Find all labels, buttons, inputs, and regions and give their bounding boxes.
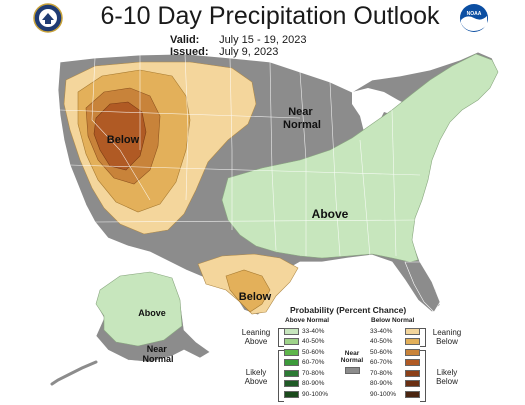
noaa-logo-text: NOAA (467, 11, 482, 17)
legend-below-range-label: 90-100% (370, 390, 397, 398)
legend-below-row: 60-70% (370, 358, 420, 369)
alaska-above-region (95, 271, 183, 347)
aleutian-islands (50, 360, 98, 386)
legend-title: Probability (Percent Chance) (290, 305, 407, 315)
legend-below-range-label: 80-90% (370, 380, 393, 388)
below-ring-40-50-texas (225, 269, 271, 313)
legend-above-row: 90-100% (284, 389, 334, 400)
bracket-above-leaning (278, 328, 284, 347)
legend-likely-above: Likely Above (236, 368, 276, 386)
legend-below-row: 40-50% (370, 337, 420, 348)
legend-near-normal: Near Normal (338, 350, 366, 374)
legend-below-swatch (405, 348, 420, 356)
legend-above-row: 80-90% (284, 379, 334, 390)
bracket-below-leaning (420, 328, 426, 347)
legend-above-swatch (284, 338, 299, 346)
above-region-east (221, 53, 499, 263)
leaning-above-line2: Above (244, 337, 268, 346)
legend-above-column: 33-40% 40-50% 50-60% 60-70% 70-80% 80-90% 90-1… (284, 326, 334, 400)
legend-below-swatch (405, 359, 420, 367)
valid-label: Valid: (170, 34, 200, 46)
legend-above-swatch (284, 348, 299, 356)
legend-above-swatch (284, 380, 299, 388)
likely-above-line2: Above (244, 377, 268, 386)
valid-row: Valid: July 15 - 19, 2023 (170, 34, 307, 46)
state-boundaries (59, 53, 421, 257)
legend-above-swatch (284, 369, 299, 377)
region-label-near-normal-line2: Normal (283, 119, 321, 131)
region-label-alaska-near-normal: Near Normal (142, 344, 173, 364)
region-label-near-normal: Near Normal (283, 106, 321, 131)
legend-below-header: Below Normal (371, 317, 415, 324)
legend-below-swatch (405, 338, 420, 346)
legend-above-row: 70-80% (284, 368, 334, 379)
issued-row: Issued: July 9, 2023 (170, 46, 307, 58)
leaning-above-line1: Leaning (241, 328, 271, 337)
region-label-near-normal-line1: Near (288, 106, 313, 118)
region-label-texas-below: Below (239, 291, 272, 303)
legend-below-row: 70-80% (370, 368, 420, 379)
legend-above-row: 60-70% (284, 358, 334, 369)
issued-date: July 9, 2023 (219, 46, 279, 58)
legend-above-row: 40-50% (284, 337, 334, 348)
valid-dates: July 15 - 19, 2023 (219, 34, 307, 46)
legend-below-row: 33-40% (370, 326, 420, 337)
legend-leaning-above: Leaning Above (236, 328, 276, 346)
legend-above-range-label: 90-100% (302, 390, 329, 398)
legend-above-swatch (284, 327, 299, 335)
legend-below-swatch (405, 380, 420, 388)
leaning-below-line2: Below (436, 337, 458, 346)
legend-likely-below: Likely Below (427, 368, 467, 386)
legend-above-range-label: 70-80% (302, 369, 325, 377)
legend-below-range-label: 40-50% (370, 338, 393, 346)
legend-below-swatch (405, 390, 420, 398)
alaska-near-line1: Near (147, 344, 168, 354)
legend-below-range-label: 70-80% (370, 369, 393, 377)
bracket-above-likely (278, 350, 284, 402)
date-block: Valid: July 15 - 19, 2023 Issued: July 9… (170, 34, 307, 58)
near-normal-line2: Normal (340, 357, 364, 364)
likely-below-line1: Likely (436, 368, 458, 377)
legend-below-range-label: 33-40% (370, 327, 393, 335)
noaa-logo-icon: NOAA (460, 4, 488, 32)
bracket-below-likely (420, 350, 426, 402)
probability-legend: Probability (Percent Chance) Above Norma… (232, 302, 472, 405)
legend-below-row: 50-60% (370, 347, 420, 358)
florida-peninsula (404, 261, 441, 313)
region-label-text: Below (107, 134, 140, 146)
region-label-west-below: Below (107, 134, 140, 146)
legend-below-range-label: 60-70% (370, 359, 393, 367)
region-label-alaska-above: Above (138, 308, 166, 318)
alaska-near-line2: Normal (142, 354, 173, 364)
legend-above-range-label: 33-40% (302, 327, 325, 335)
likely-above-line1: Likely (245, 368, 267, 377)
near-normal-line1: Near (344, 350, 360, 357)
legend-above-row: 50-60% (284, 347, 334, 358)
issued-label: Issued: (170, 46, 209, 58)
doc-seal-icon (33, 3, 63, 33)
leaning-below-line1: Leaning (432, 328, 462, 337)
legend-below-row: 80-90% (370, 379, 420, 390)
legend-above-range-label: 40-50% (302, 338, 325, 346)
legend-below-swatch (405, 327, 420, 335)
legend-above-swatch (284, 359, 299, 367)
legend-below-column: 33-40% 40-50% 50-60% 60-70% 70-80% 80-90% 90-1… (370, 326, 420, 400)
below-ring-60-70-west (93, 101, 147, 171)
legend-above-range-label: 80-90% (302, 380, 325, 388)
legend-above-range-label: 60-70% (302, 359, 325, 367)
legend-above-header: Above Normal (285, 317, 330, 324)
legend-below-range-label: 50-60% (370, 348, 393, 356)
near-normal-swatch (344, 367, 360, 374)
region-label-east-above: Above (312, 207, 349, 221)
legend-leaning-below: Leaning Below (427, 328, 467, 346)
page-title: 6-10 Day Precipitation Outlook (100, 2, 440, 30)
legend-above-range-label: 50-60% (302, 348, 325, 356)
legend-below-row: 90-100% (370, 389, 420, 400)
legend-below-swatch (405, 369, 420, 377)
likely-below-line2: Below (436, 377, 458, 386)
legend-above-swatch (284, 390, 299, 398)
legend-above-row: 33-40% (284, 326, 334, 337)
